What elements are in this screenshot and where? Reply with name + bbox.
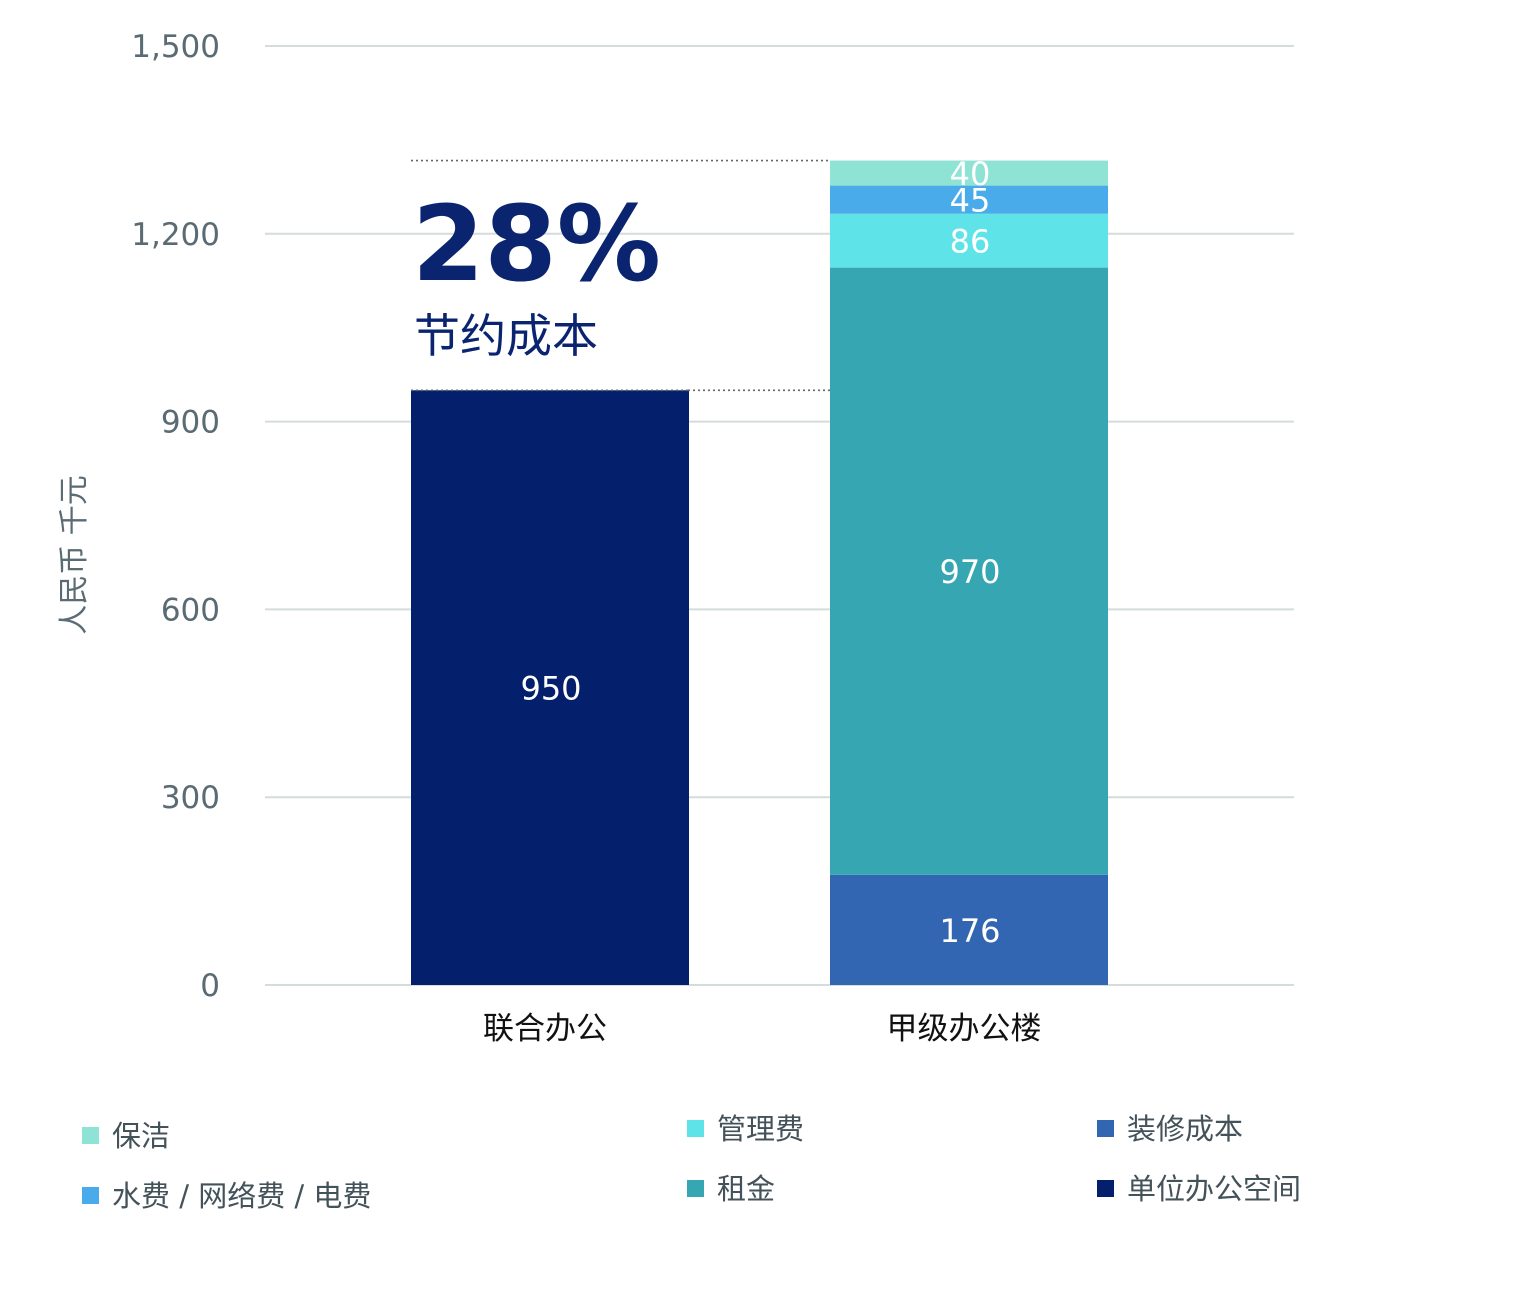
y-tick-label: 900 [161, 405, 220, 441]
legend-label: 租金 [717, 1172, 775, 1206]
y-tick-label: 1,500 [131, 29, 220, 65]
data-label: 45 [950, 182, 991, 220]
data-label: 950 [520, 670, 581, 708]
y-axis-title: 人民币 千元 [57, 475, 92, 635]
legend-label: 保洁 [112, 1119, 170, 1153]
y-tick-label: 300 [161, 780, 220, 816]
bar-segment [411, 390, 689, 985]
legend-swatch [1097, 1180, 1114, 1197]
bar-segment [830, 874, 1108, 985]
y-tick-label: 1,200 [131, 217, 220, 253]
bar-segment [830, 185, 1108, 214]
y-tick-label: 0 [200, 968, 220, 1004]
legend-label: 水费 / 网络费 / 电费 [112, 1179, 371, 1213]
data-label: 970 [939, 553, 1000, 591]
bar-segment [830, 160, 1108, 186]
data-label: 176 [939, 912, 1000, 950]
data-label: 86 [950, 223, 991, 261]
legend-label: 装修成本 [1127, 1112, 1243, 1146]
legend-label: 单位办公空间 [1127, 1172, 1301, 1206]
y-tick-label: 600 [161, 592, 220, 628]
legend-swatch [82, 1187, 99, 1204]
data-label: 40 [950, 155, 991, 193]
category-label: 联合办公 [483, 1011, 607, 1047]
savings-percent: 28% [412, 183, 661, 305]
legend-swatch [687, 1180, 704, 1197]
legend-swatch [687, 1120, 704, 1137]
legend-swatch [1097, 1120, 1114, 1137]
legend-label: 管理费 [717, 1112, 804, 1146]
category-label: 甲级办公楼 [887, 1011, 1042, 1047]
bar-segment [830, 267, 1108, 875]
savings-caption: 节约成本 [414, 309, 598, 363]
legend-swatch [82, 1127, 99, 1144]
bar-segment [830, 213, 1108, 268]
